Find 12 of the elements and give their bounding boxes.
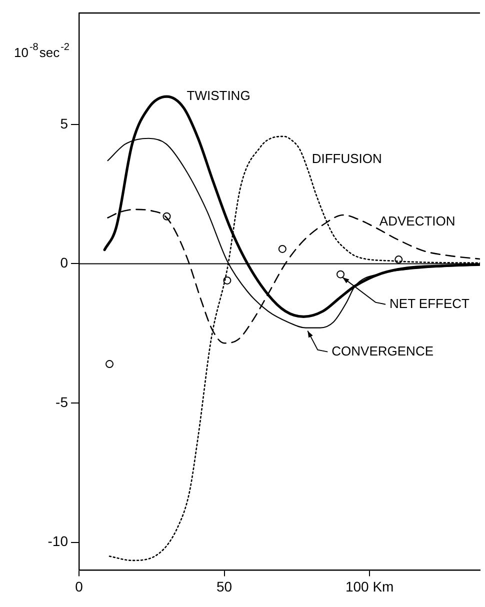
series-label: TWISTING — [186, 88, 250, 104]
series-label: ADVECTION — [379, 214, 456, 229]
series-label: DIFFUSION — [312, 151, 382, 166]
y-tick-label: 5 — [60, 115, 68, 132]
x-tick-label: 0 — [75, 578, 84, 594]
text: NET EFFECT — [390, 296, 470, 311]
y-tick-label: -5 — [56, 394, 68, 410]
x-tick-label: 100 Km — [345, 578, 394, 594]
y-tick-label: -10 — [48, 533, 68, 550]
series-label: CONVERGENCE — [332, 343, 434, 358]
y-tick-label: 0 — [60, 254, 68, 271]
x-tick-label: 50 — [216, 578, 232, 594]
